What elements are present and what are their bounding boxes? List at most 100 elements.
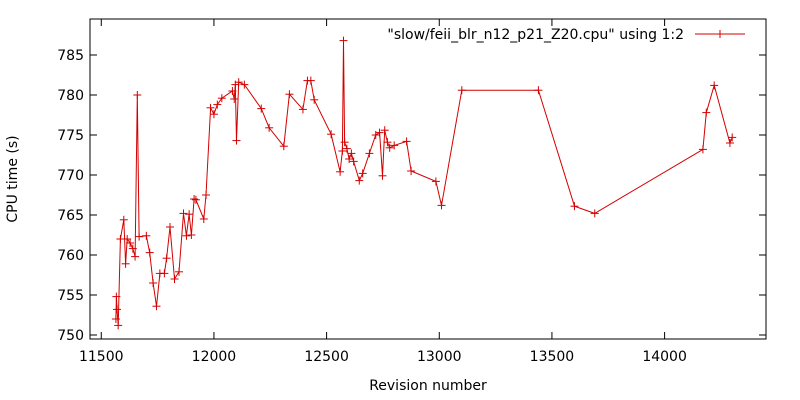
x-tick-label: 12000: [192, 349, 237, 365]
data-point: [327, 130, 336, 139]
x-axis-title: Revision number: [369, 378, 487, 394]
x-tick-label: 13500: [530, 349, 575, 365]
data-point: [152, 302, 161, 311]
data-point: [191, 195, 200, 204]
y-axis: 750 755 760 765 770 775 780 785: [57, 48, 766, 344]
data-point: [342, 144, 351, 153]
data-point: [126, 239, 135, 247]
data-point: [228, 87, 237, 95]
data-point: [182, 231, 191, 240]
data-point: [285, 90, 294, 99]
data-point: [534, 86, 543, 95]
data-point: [170, 275, 179, 283]
data-point: [310, 95, 319, 104]
data-point: [437, 201, 446, 210]
data-point: [135, 232, 144, 241]
x-tick-label: 14000: [642, 349, 687, 365]
data-point: [385, 143, 394, 152]
data-point: [165, 223, 174, 231]
data-point: [698, 145, 707, 154]
data-point: [402, 137, 411, 146]
data-point: [345, 155, 354, 163]
legend: "slow/feii_blr_n12_p21_Z20.cpu" using 1:…: [387, 27, 745, 43]
data-point: [133, 91, 142, 99]
data-point: [365, 149, 374, 158]
data-point: [279, 142, 288, 151]
plot-frame: [89, 18, 767, 340]
data-point: [240, 80, 249, 89]
data-point: [725, 139, 734, 147]
data-point: [213, 100, 222, 109]
data-point: [336, 167, 345, 176]
data-point: [175, 267, 184, 276]
data-point: [162, 254, 171, 263]
data-point: [378, 171, 387, 180]
legend-label: "slow/feii_blr_n12_p21_Z20.cpu" using 1:…: [387, 27, 684, 43]
y-tick-label: 765: [57, 208, 84, 224]
data-point: [230, 95, 239, 103]
data-point: [590, 209, 599, 218]
data-point: [112, 292, 121, 301]
data-point: [358, 169, 367, 178]
data-point: [111, 315, 120, 323]
data-point: [380, 126, 389, 135]
x-tick-label: 11500: [79, 349, 124, 365]
data-point: [383, 138, 392, 147]
data-point: [728, 133, 737, 142]
data-point: [179, 209, 188, 218]
data-point: [187, 231, 196, 239]
series-line: [115, 40, 733, 326]
data-point: [142, 231, 151, 240]
data-point: [114, 321, 123, 330]
data-point: [257, 104, 266, 113]
y-tick-label: 760: [57, 248, 84, 264]
data-point: [340, 138, 349, 147]
data-point: [199, 215, 208, 223]
data-point: [217, 94, 226, 103]
x-tick-label: 12500: [304, 349, 349, 365]
data-point: [570, 202, 579, 211]
data-point: [116, 235, 125, 243]
y-tick-label: 770: [57, 168, 84, 184]
data-point: [702, 108, 711, 117]
data-point: [306, 76, 315, 85]
data-point: [128, 244, 137, 253]
data-point: [145, 248, 154, 257]
data-point: [131, 252, 140, 261]
data-point: [407, 167, 416, 175]
y-tick-label: 755: [57, 288, 84, 304]
data-point: [355, 176, 364, 185]
y-axis-title: CPU time (s): [5, 135, 21, 222]
data-point: [185, 210, 194, 219]
data-point: [298, 105, 307, 114]
data-point: [202, 191, 211, 199]
data-point: [347, 149, 356, 158]
data-point: [232, 136, 241, 145]
data-point: [338, 147, 347, 155]
data-point: [349, 157, 358, 166]
legend-marker: [716, 30, 724, 38]
x-tick-label: 13000: [417, 349, 462, 365]
data-point: [457, 86, 466, 95]
y-tick-label: 750: [57, 328, 84, 344]
data-point: [339, 36, 348, 45]
y-tick-label: 785: [57, 48, 84, 64]
data-point: [160, 269, 169, 278]
data-point: [119, 215, 128, 224]
data-point: [149, 279, 158, 287]
data-point: [390, 141, 399, 150]
data-point: [375, 128, 384, 137]
y-tick-label: 780: [57, 88, 84, 104]
data-point: [234, 78, 243, 87]
x-axis: 11500 12000 12500 13000 13500 14000: [79, 19, 687, 365]
data-point: [190, 195, 199, 203]
data-point: [206, 103, 215, 112]
data-point: [431, 177, 440, 186]
y-tick-label: 775: [57, 128, 84, 144]
data-point: [710, 81, 719, 90]
data-point: [121, 259, 130, 268]
data-point: [209, 110, 218, 119]
series-group: [111, 36, 737, 330]
data-point: [265, 123, 274, 132]
